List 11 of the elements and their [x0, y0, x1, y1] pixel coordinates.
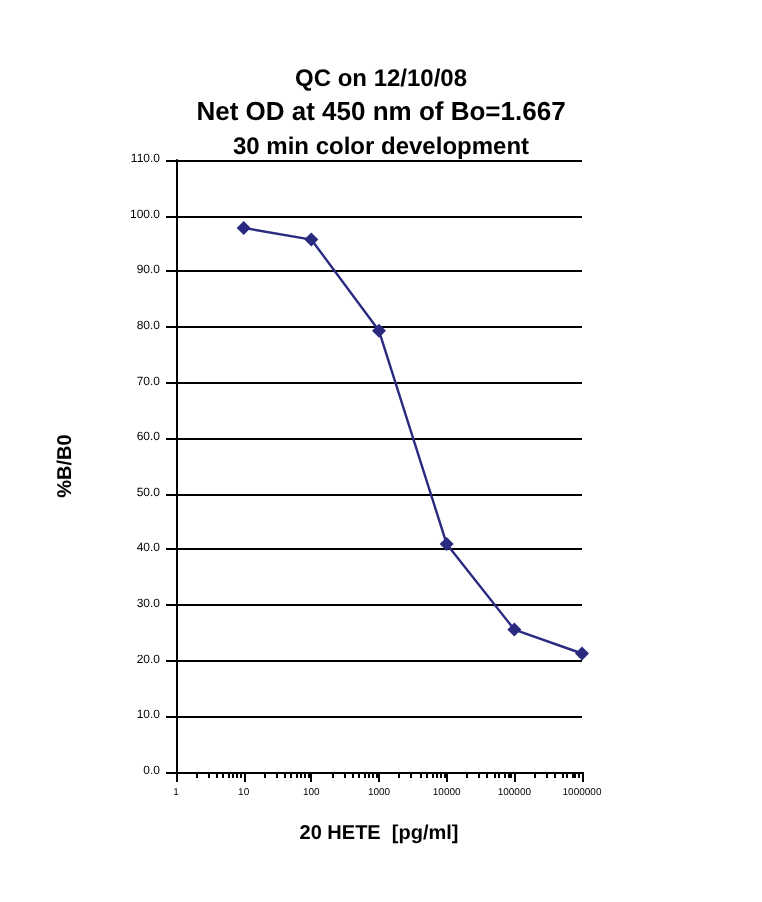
- text: 30 min color development: [232, 132, 530, 160]
- chart-subtitle: Net OD at 450 nm of Bo=1.667: [196, 96, 566, 126]
- point: [236, 220, 251, 235]
- point: [372, 323, 386, 338]
- point: [575, 646, 589, 661]
- point: [439, 536, 454, 551]
- y-axis-title: %B/B0: [55, 433, 77, 498]
- chart-title: QC on 12/10/08: [294, 64, 468, 92]
- point: [507, 622, 522, 637]
- point: [304, 232, 319, 247]
- x-axis-title: 20 HETE [pg/ml]: [299, 823, 459, 845]
